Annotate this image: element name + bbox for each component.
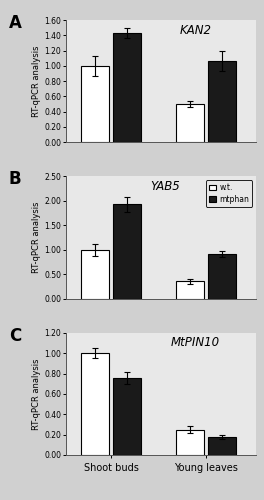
Y-axis label: RT-qPCR analysis: RT-qPCR analysis xyxy=(32,46,41,117)
Text: KAN2: KAN2 xyxy=(179,24,211,36)
Bar xyxy=(113,204,141,298)
Bar xyxy=(81,353,109,455)
Y-axis label: RT-qPCR analysis: RT-qPCR analysis xyxy=(32,358,41,430)
Bar xyxy=(81,250,109,298)
Bar xyxy=(113,33,141,142)
Bar xyxy=(176,104,204,142)
Legend: w.t., mtphan: w.t., mtphan xyxy=(206,180,252,206)
Text: A: A xyxy=(9,14,22,32)
Bar xyxy=(176,282,204,298)
Bar xyxy=(81,66,109,142)
Bar xyxy=(208,61,236,142)
Text: B: B xyxy=(9,170,22,188)
Text: MtPIN10: MtPIN10 xyxy=(171,336,220,349)
Bar xyxy=(208,254,236,298)
Bar xyxy=(113,378,141,455)
Text: C: C xyxy=(9,326,21,344)
Text: YAB5: YAB5 xyxy=(150,180,180,193)
Bar xyxy=(208,436,236,455)
Y-axis label: RT-qPCR analysis: RT-qPCR analysis xyxy=(32,202,41,273)
Bar xyxy=(176,430,204,455)
